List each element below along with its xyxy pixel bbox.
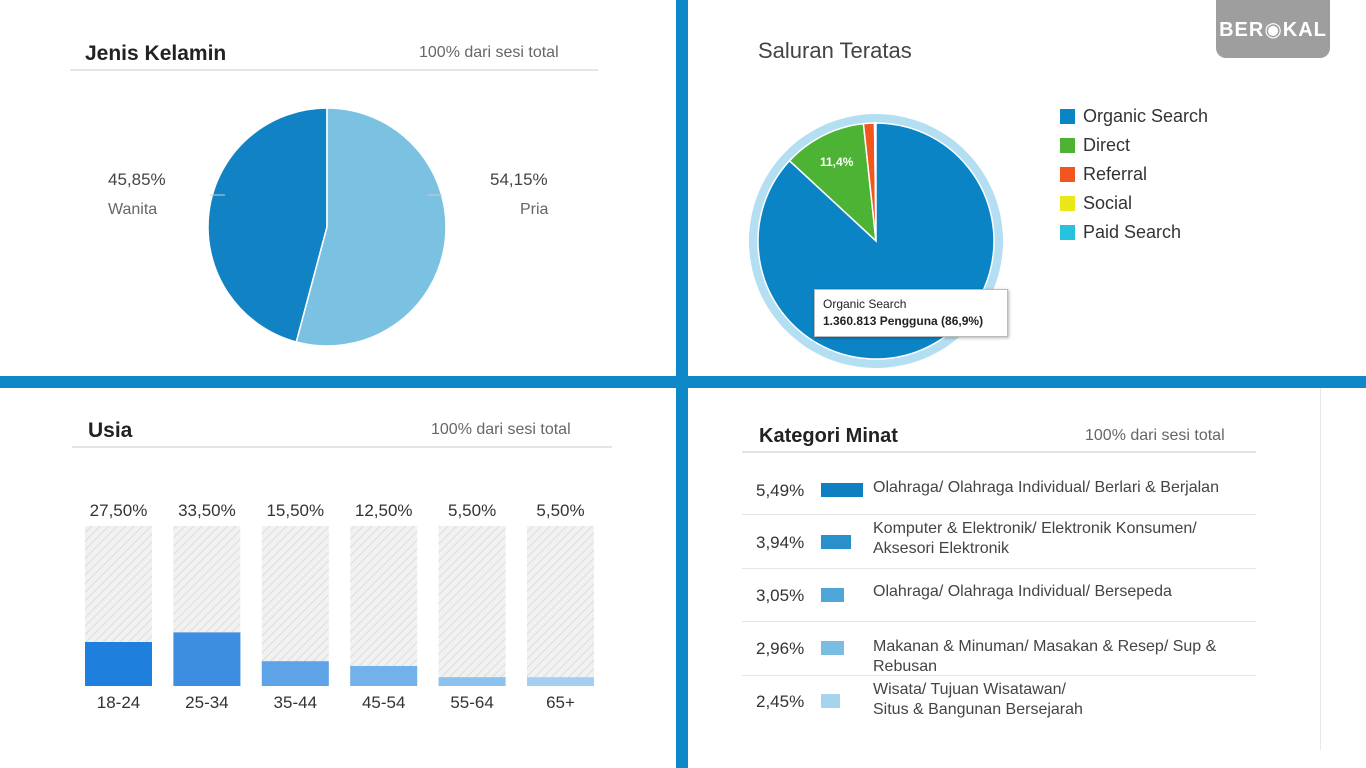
pie-slice-direct[interactable] bbox=[788, 122, 877, 243]
age-subtitle: 100% dari sesi total bbox=[431, 421, 571, 438]
row-divider bbox=[742, 621, 1256, 622]
legend-label: Organic Search bbox=[1083, 105, 1209, 126]
interest-label-line1: Wisata/ Tujuan Wisatawan/ bbox=[873, 681, 1066, 698]
age-bar-background bbox=[261, 526, 329, 686]
age-bar-25-34[interactable] bbox=[173, 632, 241, 686]
age-category-label: 45-54 bbox=[362, 693, 405, 712]
interest-label-line1: Makanan & Minuman/ Masakan & Resep/ Sup … bbox=[873, 638, 1217, 655]
interest-pct: 3,05% bbox=[756, 586, 805, 605]
legend-swatch bbox=[1060, 224, 1075, 240]
gender-left-name: Wanita bbox=[108, 201, 158, 218]
legend-swatch bbox=[1060, 166, 1075, 182]
row-divider bbox=[742, 568, 1256, 569]
legend-organic-search[interactable]: Organic Search bbox=[1060, 105, 1208, 127]
interest-pct: 2,45% bbox=[756, 692, 805, 711]
interest-subtitle: 100% dari sesi total bbox=[1085, 427, 1225, 444]
age-title: Usia bbox=[88, 419, 133, 442]
interest-pct: 5,49% bbox=[756, 481, 805, 500]
age-pct-label: 15,50% bbox=[266, 501, 324, 520]
age-bar-65+[interactable] bbox=[527, 677, 594, 686]
berakal-logo: BER◉KAL bbox=[1216, 0, 1330, 58]
legend-social[interactable]: Social bbox=[1060, 192, 1132, 214]
age-pct-label: 5,50% bbox=[536, 501, 584, 520]
gender-right-pct: 54,15% bbox=[490, 170, 548, 189]
legend-label: Referral bbox=[1083, 163, 1148, 184]
gender-pie-chart bbox=[207, 107, 447, 347]
gender-left-pct: 45,85% bbox=[108, 170, 166, 189]
gender-divider bbox=[70, 69, 598, 71]
age-pct-label: 27,50% bbox=[90, 501, 148, 520]
legend-paid-search[interactable]: Paid Search bbox=[1060, 221, 1181, 243]
pie-slice-pria[interactable] bbox=[295, 107, 447, 347]
age-bar-45-54[interactable] bbox=[350, 666, 418, 686]
age-category-label: 25-34 bbox=[185, 693, 228, 712]
channel-panel: Saluran Teratas 11,4% Organic Search 1.3… bbox=[688, 0, 1366, 376]
interest-bar bbox=[821, 535, 852, 549]
interest-title: Kategori Minat bbox=[759, 425, 898, 447]
age-bar-background bbox=[350, 526, 418, 686]
gender-title: Jenis Kelamin bbox=[85, 42, 227, 65]
interest-label-line2: Aksesori Elektronik bbox=[873, 540, 1010, 557]
interest-bar bbox=[821, 588, 845, 602]
interest-bar bbox=[821, 483, 863, 497]
channel-title: Saluran Teratas bbox=[758, 38, 912, 63]
interest-label-line1: Olahraga/ Olahraga Individual/ Bersepeda bbox=[873, 583, 1172, 600]
channel-slice-label: 11,4% bbox=[820, 155, 854, 169]
age-category-label: 35-44 bbox=[274, 693, 317, 712]
age-divider bbox=[72, 446, 612, 448]
interest-panel-edge bbox=[1320, 388, 1321, 750]
age-category-label: 55-64 bbox=[450, 693, 493, 712]
tooltip-name: Organic Search bbox=[823, 297, 907, 311]
legend-label: Social bbox=[1083, 192, 1133, 213]
legend-label: Direct bbox=[1083, 134, 1131, 155]
interest-label-line2: Situs & Bangunan Bersejarah bbox=[873, 701, 1083, 718]
age-bar-background bbox=[527, 526, 594, 686]
legend-referral[interactable]: Referral bbox=[1060, 163, 1147, 185]
interest-bar bbox=[821, 641, 844, 655]
gender-subtitle: 100% dari sesi total bbox=[419, 44, 559, 61]
age-panel: Usia 100% dari sesi total 27,50% 18-24 33,… bbox=[0, 388, 676, 768]
age-pct-label: 33,50% bbox=[178, 501, 236, 520]
interest-pct: 2,96% bbox=[756, 639, 805, 658]
channel-tooltip: Organic Search 1.360.813 Pengguna (86,9%… bbox=[814, 289, 1008, 337]
legend-swatch bbox=[1060, 108, 1075, 124]
legend-label: Paid Search bbox=[1083, 221, 1182, 242]
tooltip-value: 1.360.813 Pengguna (86,9%) bbox=[823, 314, 984, 328]
row-divider bbox=[742, 675, 1256, 676]
interest-pct: 3,94% bbox=[756, 533, 805, 552]
interest-label-line1: Olahraga/ Olahraga Individual/ Berlari &… bbox=[873, 479, 1219, 496]
age-bar-18-24[interactable] bbox=[85, 642, 152, 686]
legend-swatch bbox=[1060, 195, 1075, 211]
legend-swatch bbox=[1060, 137, 1075, 153]
age-pct-label: 12,50% bbox=[355, 501, 413, 520]
interest-divider bbox=[742, 451, 1256, 453]
interest-panel: Kategori Minat 100% dari sesi total 5,49… bbox=[688, 388, 1366, 768]
age-category-label: 18-24 bbox=[97, 693, 140, 712]
interest-label-line2: Rebusan bbox=[873, 658, 938, 675]
age-category-label: 65+ bbox=[546, 693, 575, 712]
interest-label-line1: Komputer & Elektronik/ Elektronik Konsum… bbox=[873, 520, 1197, 537]
interest-bar bbox=[821, 694, 840, 708]
age-pct-label: 5,50% bbox=[448, 501, 496, 520]
age-bar-35-44[interactable] bbox=[261, 661, 329, 686]
age-bar-chart: 27,50% 18-24 33,50% 25-34 15,50% 35-44 12,50% 4… bbox=[85, 501, 594, 712]
age-bar-background bbox=[438, 526, 506, 686]
gender-right-name: Pria bbox=[520, 201, 549, 218]
row-divider bbox=[742, 514, 1256, 515]
legend-direct[interactable]: Direct bbox=[1060, 134, 1130, 156]
age-bar-55-64[interactable] bbox=[438, 677, 506, 686]
gender-panel: Jenis Kelamin 100% dari sesi total 45,85… bbox=[0, 0, 676, 376]
pie-slice-wanita[interactable] bbox=[207, 107, 328, 343]
